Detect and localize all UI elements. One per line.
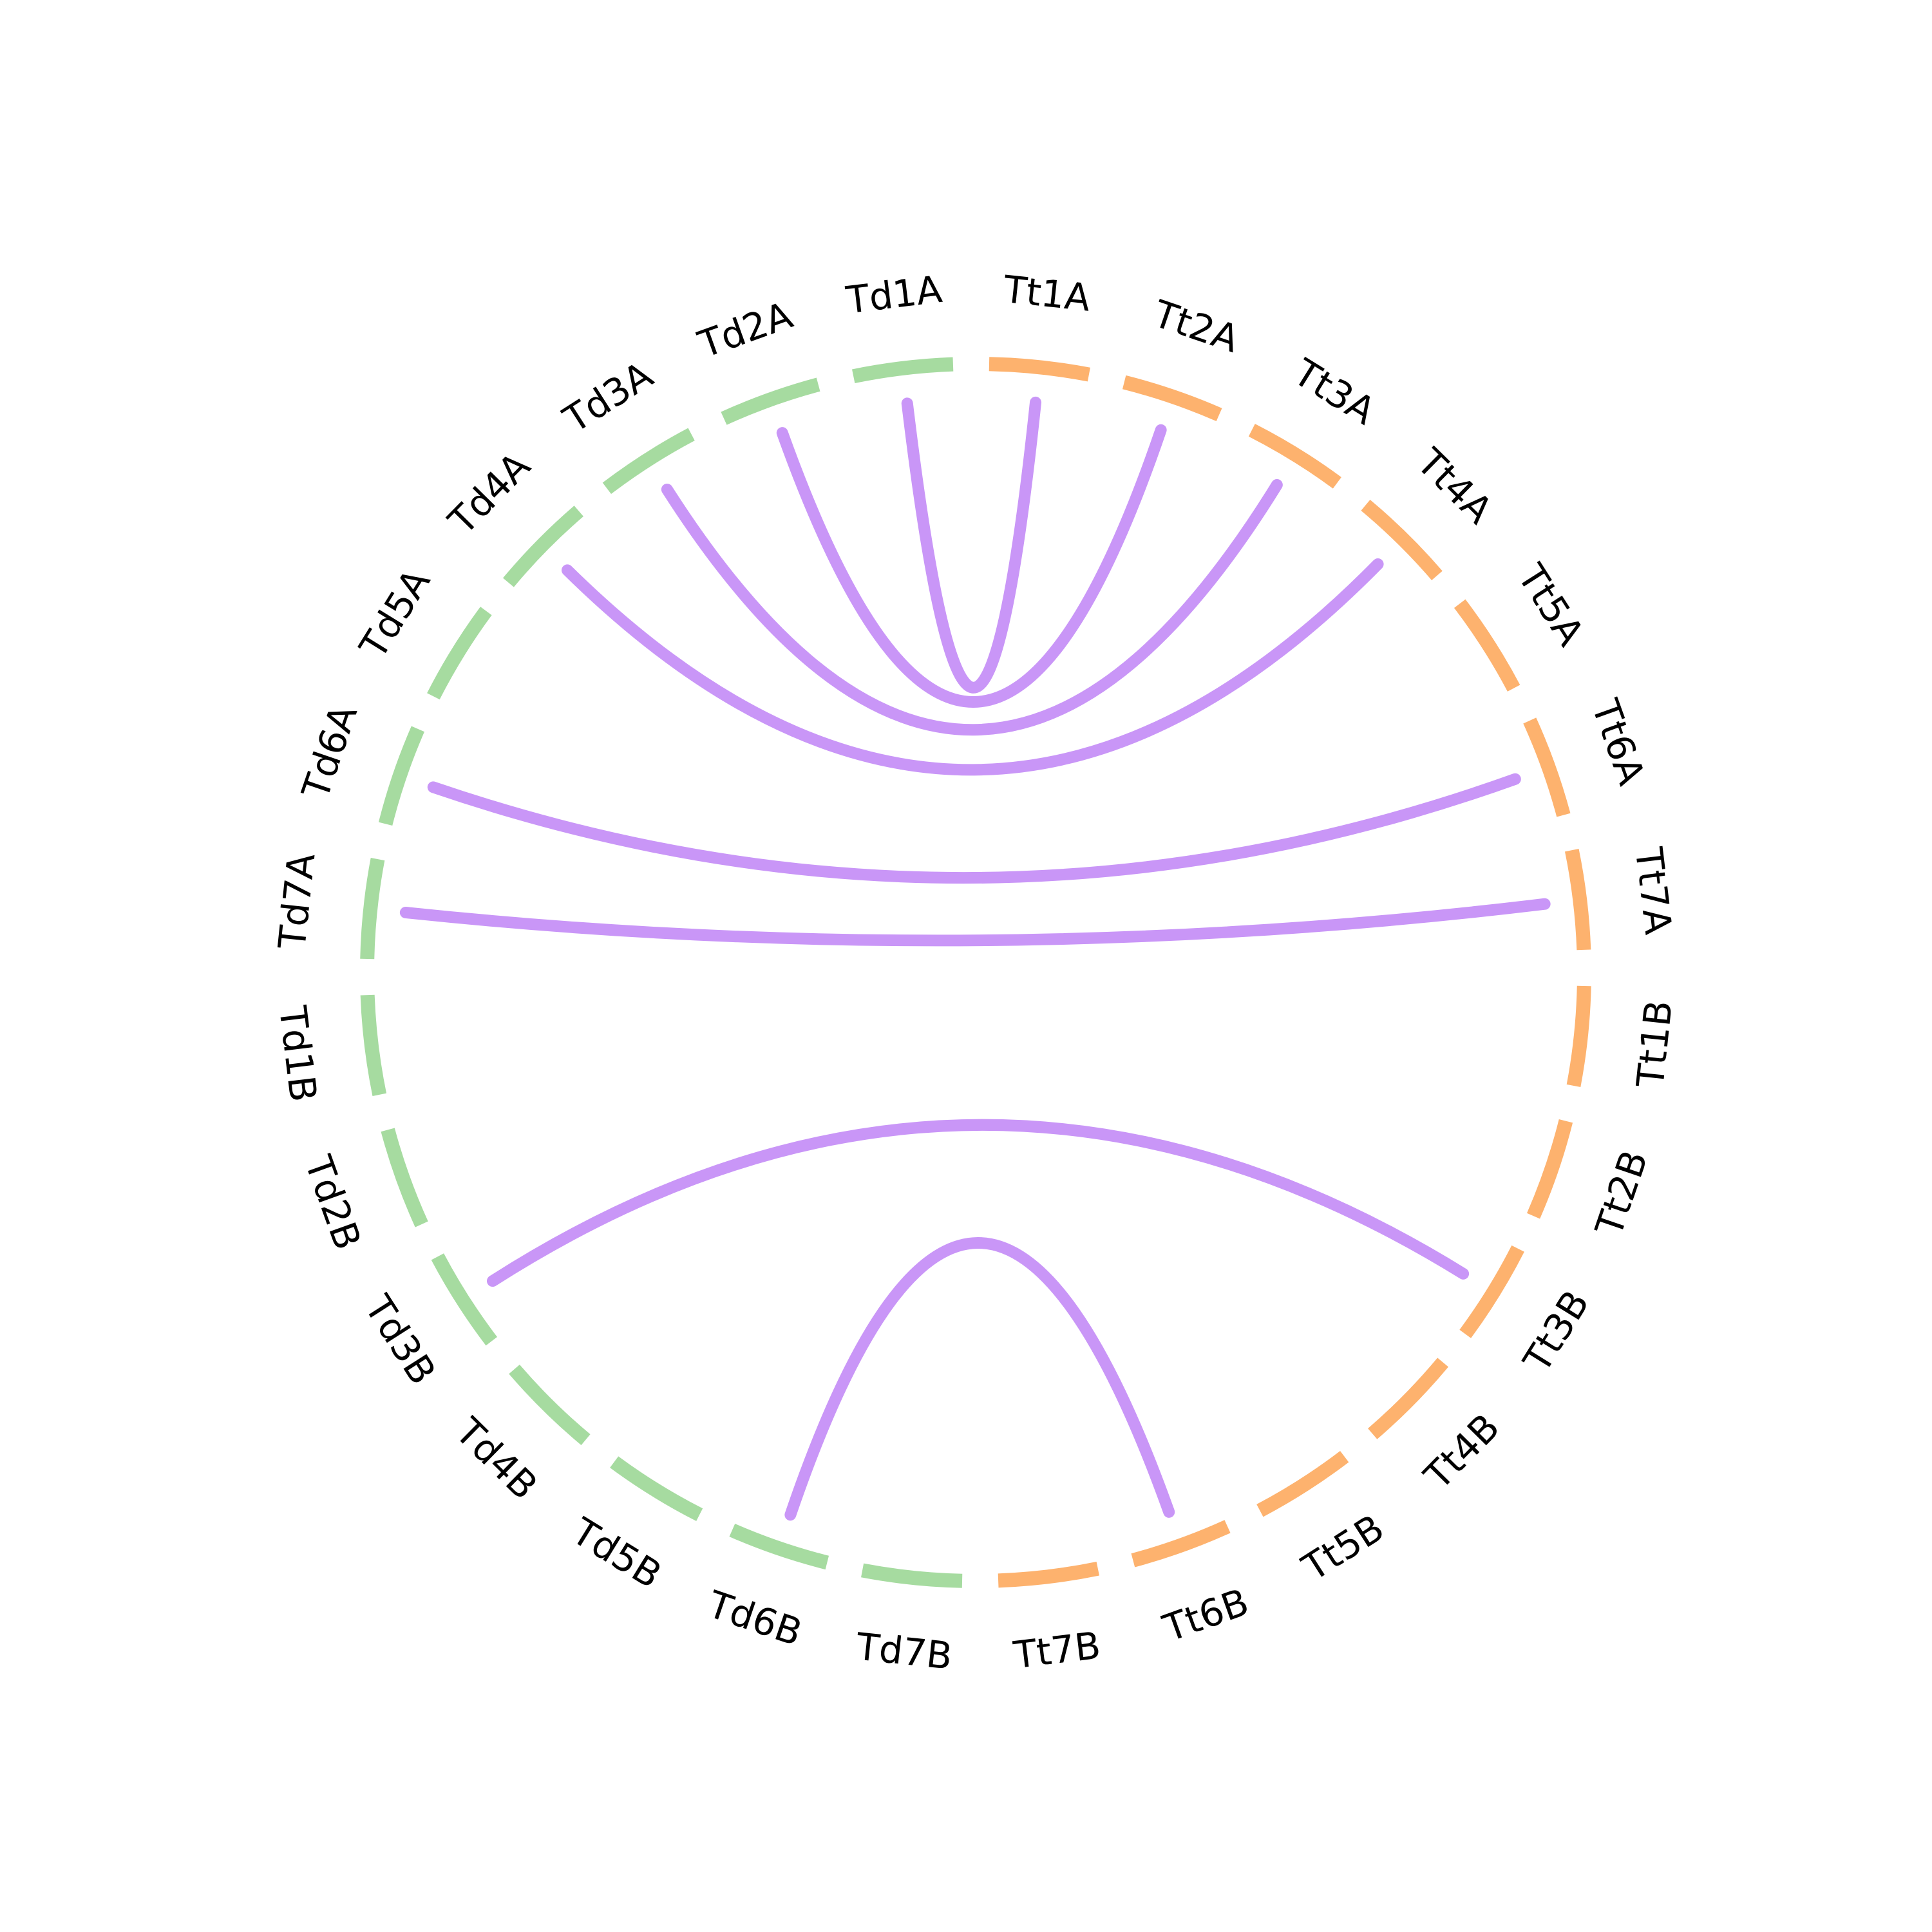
segment-td3b [431,1253,498,1346]
segment-tt5b [1256,1450,1349,1517]
link-layer [399,396,1551,1521]
segment-tt2b [1526,1119,1573,1219]
segment-tt2a [1122,375,1222,422]
segment-label-tt4b: Tt4B [1416,1405,1508,1499]
segment-td7b [861,1563,963,1588]
segment-label-tt3b: Tt3B [1515,1283,1598,1380]
segment-label-td3b: Td3B [355,1287,444,1392]
segment-tt3b [1459,1245,1524,1338]
segment-tt4b [1368,1358,1449,1439]
segment-label-tt6a: Tt6A [1583,694,1654,791]
segment-label-td1b: Td1B [270,1003,325,1104]
segment-label-td2b: Td2B [296,1150,370,1255]
segment-label-tt5b: Tt5B [1294,1506,1392,1589]
segment-td3a [602,428,695,495]
segment-label-tt4a: Tt4A [1408,440,1501,533]
segment-td4b [509,1365,591,1446]
segment-label-td3a: Td3A [555,353,660,442]
segment-label-td4a: Td4A [440,444,539,544]
segment-label-td2a: Td2A [692,293,798,367]
segment-label-td5a: Td5A [351,561,439,666]
segment-label-tt5a: Tt5A [1509,556,1593,653]
segment-td2b [381,1128,428,1227]
segment-tt7a [1564,849,1591,951]
segment-tt1a [989,357,1090,382]
segment-td1a [852,357,954,384]
segment-label-tt2b: Tt2B [1587,1145,1656,1242]
segment-label-td5b: Td5B [564,1509,669,1597]
segment-label-td4b: Td4B [446,1409,546,1508]
segment-label-td7b: Td7B [854,1624,954,1678]
segment-tt1b [1566,985,1591,1087]
segment-tt5a [1454,599,1520,692]
link-td2a-tt2a [776,424,1167,708]
segment-label-tt3a: Tt3A [1285,350,1383,433]
segment-tt7b [998,1561,1099,1588]
segment-label-tt7a: Tt7A [1626,844,1680,936]
segment-label-tt1b: Tt1B [1628,998,1681,1090]
link-td3b-tt3b [486,1119,1470,1287]
link-td6b-tt6b [784,1237,1175,1521]
segment-tt6a [1523,717,1571,817]
segment-label-tt1a: Tt1A [1001,267,1092,320]
link-td3a-tt3a [661,478,1283,736]
segment-label-tt2a: Tt2A [1148,292,1245,361]
segment-td6a [378,726,425,826]
link-td4a-tt4a [561,558,1384,776]
segment-label-tt6b: Tt6B [1157,1580,1255,1651]
segment-td4a [502,506,583,587]
segment-td6b [729,1523,829,1570]
link-td6a-tt6a [427,773,1521,884]
segment-td5b [610,1456,703,1521]
segment-td1b [360,994,387,1096]
segment-label-td6b: Td6B [702,1582,808,1655]
segment-label-td7a: Td7A [270,851,323,951]
segment-td2a [721,377,820,425]
segment-tt3a [1248,424,1341,489]
segment-ring [360,357,1591,1588]
segment-label-tt7b: Tt7B [1011,1624,1103,1678]
segment-td7a [360,858,385,960]
segment-tt6b [1131,1520,1231,1567]
link-td1a-tt1a [901,396,1042,694]
segment-label-td1a: Td1A [844,267,945,322]
segment-tt4a [1361,499,1443,580]
segment-td5a [427,607,492,700]
segment-label-td6a: Td6A [293,699,366,805]
link-td7a-tt7a [399,898,1551,947]
